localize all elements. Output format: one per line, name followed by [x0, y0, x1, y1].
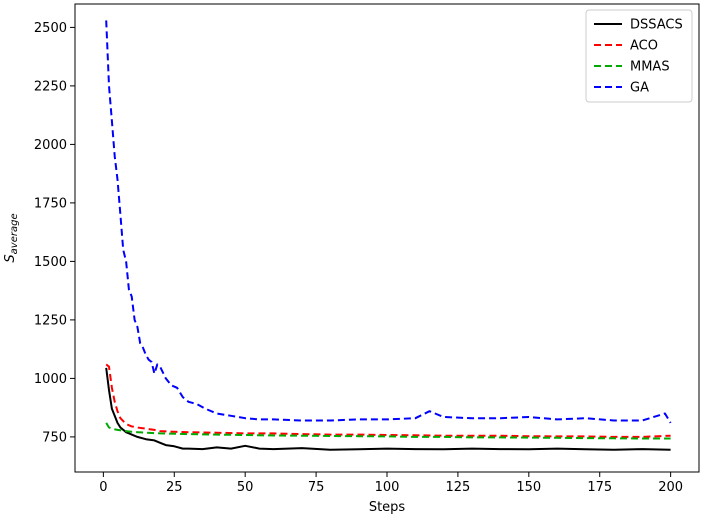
y-tick-label: 1500 — [34, 255, 67, 270]
series-line-aco — [105, 363, 671, 438]
x-tick-label: 175 — [587, 480, 612, 495]
y-tick-label: 1750 — [34, 196, 67, 211]
x-tick-label: 100 — [375, 480, 400, 495]
axes-layer: 0 25 50 75 100 125 150 175 200 750 1000 1250 1500 175… — [34, 21, 683, 495]
series-line-mmas — [105, 422, 671, 440]
x-axis-label: Steps — [369, 500, 406, 515]
y-tick-label: 1000 — [34, 372, 67, 387]
series-layer — [105, 20, 672, 451]
x-tick-label: 200 — [658, 480, 683, 495]
y-axis-label-sub: average — [9, 213, 20, 254]
legend-label: ACO — [630, 39, 658, 54]
y-tick-label: 2500 — [34, 21, 67, 36]
x-tick-label: 50 — [237, 480, 254, 495]
x-tick-label: 150 — [516, 480, 541, 495]
y-tick-label: 1250 — [34, 313, 67, 328]
x-tick-label: 75 — [308, 480, 325, 495]
legend-label: MMAS — [630, 60, 670, 75]
y-tick-label: 750 — [42, 430, 67, 445]
legend-box — [585, 9, 693, 103]
y-tick-label: 2000 — [34, 138, 67, 153]
y-tick-label: 2250 — [34, 79, 67, 94]
legend-label: GA — [630, 81, 649, 96]
y-axis-label: Saverage — [3, 213, 20, 262]
plot-frame — [74, 3, 700, 473]
legend-label: DSSACS — [630, 18, 683, 33]
x-tick-label: 125 — [445, 480, 470, 495]
x-tick-label: 0 — [99, 480, 107, 495]
legend: DSSACS ACO MMAS GA — [585, 9, 693, 103]
series-line-ga — [105, 20, 672, 424]
y-axis-label-main: S — [3, 254, 18, 262]
x-tick-label: 25 — [166, 480, 183, 495]
